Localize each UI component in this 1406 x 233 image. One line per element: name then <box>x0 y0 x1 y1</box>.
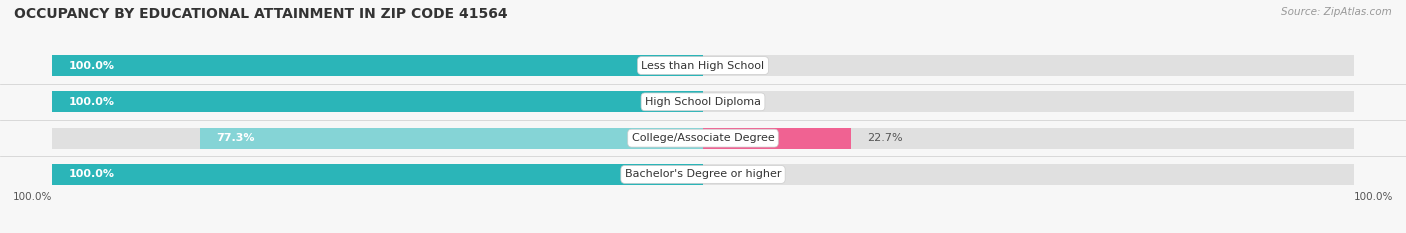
Bar <box>703 164 1354 185</box>
Bar <box>52 55 703 76</box>
Text: High School Diploma: High School Diploma <box>645 97 761 107</box>
Bar <box>703 128 1354 149</box>
Text: 0.0%: 0.0% <box>720 169 748 179</box>
Text: 100.0%: 100.0% <box>13 192 52 202</box>
Text: College/Associate Degree: College/Associate Degree <box>631 133 775 143</box>
Text: 22.7%: 22.7% <box>868 133 903 143</box>
Bar <box>52 128 703 149</box>
Bar <box>703 128 851 149</box>
Bar <box>703 55 1354 76</box>
Text: 100.0%: 100.0% <box>69 97 114 107</box>
Text: 100.0%: 100.0% <box>69 61 114 71</box>
Text: Less than High School: Less than High School <box>641 61 765 71</box>
Text: Source: ZipAtlas.com: Source: ZipAtlas.com <box>1281 7 1392 17</box>
Text: Bachelor's Degree or higher: Bachelor's Degree or higher <box>624 169 782 179</box>
Bar <box>703 91 1354 112</box>
Bar <box>52 91 703 112</box>
Bar <box>200 128 703 149</box>
Text: 100.0%: 100.0% <box>1354 192 1393 202</box>
Text: OCCUPANCY BY EDUCATIONAL ATTAINMENT IN ZIP CODE 41564: OCCUPANCY BY EDUCATIONAL ATTAINMENT IN Z… <box>14 7 508 21</box>
Text: 0.0%: 0.0% <box>720 97 748 107</box>
Text: 0.0%: 0.0% <box>720 61 748 71</box>
Text: 100.0%: 100.0% <box>69 169 114 179</box>
Text: 77.3%: 77.3% <box>217 133 254 143</box>
Bar <box>52 55 703 76</box>
Bar <box>52 91 703 112</box>
Bar <box>52 164 703 185</box>
Bar <box>52 164 703 185</box>
